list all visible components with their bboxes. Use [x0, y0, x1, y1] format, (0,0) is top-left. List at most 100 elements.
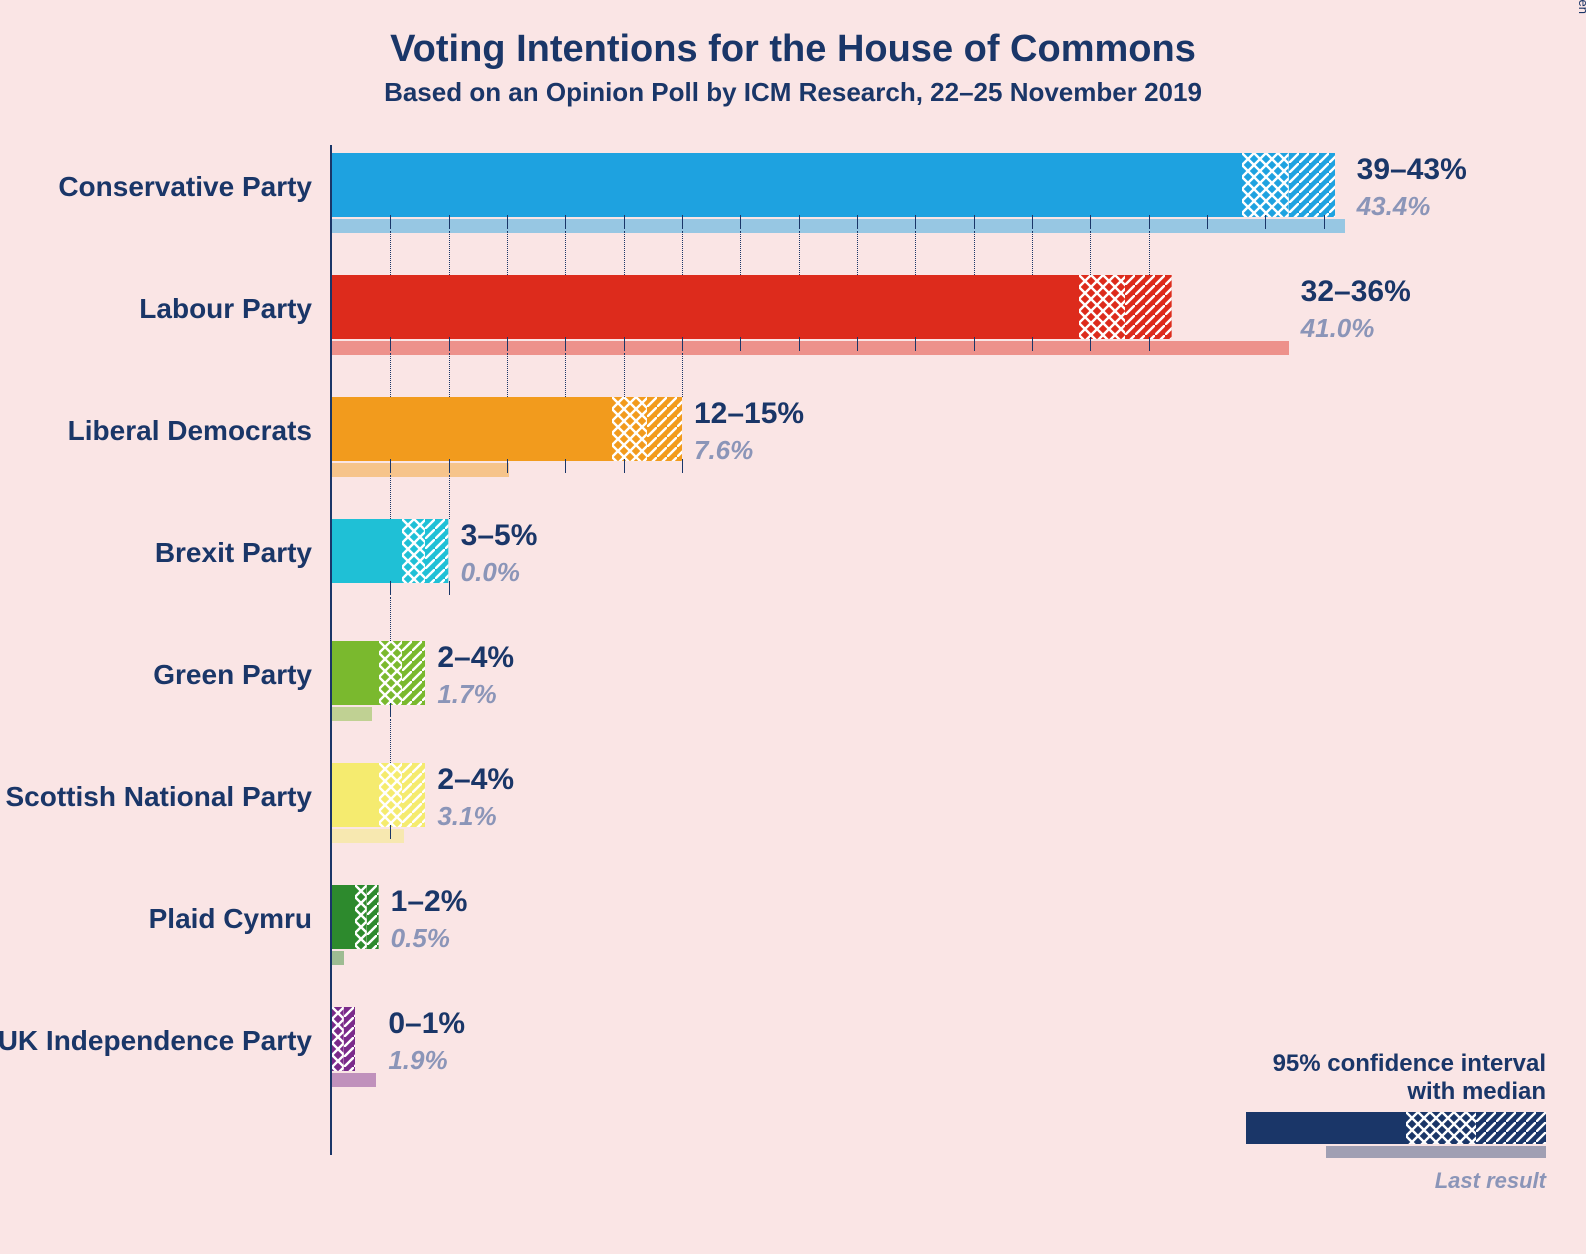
- dotted-guide: [565, 353, 566, 397]
- value-last: 0.5%: [391, 923, 450, 954]
- legend-ci-label-1: 95% confidence interval: [1206, 1050, 1546, 1078]
- chart-area: Conservative Party 39–43% 43.4% Labour P…: [330, 145, 1380, 1165]
- dotted-guide: [740, 231, 741, 275]
- axis-tick: [565, 215, 566, 229]
- axis-tick: [624, 215, 625, 229]
- bar-solid: [332, 397, 612, 461]
- party-label: Scottish National Party: [5, 781, 312, 813]
- axis-tick: [390, 703, 391, 717]
- axis-tick: [624, 459, 625, 473]
- dotted-guide: [682, 353, 683, 397]
- axis-tick: [857, 337, 858, 351]
- bar-ci-diag: [1125, 275, 1172, 339]
- axis-tick: [507, 459, 508, 473]
- axis-tick: [390, 825, 391, 839]
- dotted-guide: [449, 231, 450, 275]
- value-range: 2–4%: [437, 763, 514, 797]
- axis-tick: [1149, 337, 1150, 351]
- value-last: 1.9%: [388, 1045, 447, 1076]
- axis-tick: [449, 215, 450, 229]
- value-range: 39–43%: [1357, 153, 1467, 187]
- bar-ci-cross: [355, 885, 367, 949]
- axis-tick: [390, 337, 391, 351]
- axis-tick: [682, 459, 683, 473]
- axis-tick: [449, 459, 450, 473]
- dotted-guide: [1149, 231, 1150, 275]
- axis-tick: [565, 459, 566, 473]
- party-row: Green Party 2–4% 1.7%: [330, 633, 1380, 755]
- dotted-guide: [565, 231, 566, 275]
- axis-tick: [1149, 215, 1150, 229]
- party-label: Plaid Cymru: [149, 903, 312, 935]
- axis-tick: [565, 337, 566, 351]
- value-range: 1–2%: [391, 885, 468, 919]
- bar-last-result: [332, 829, 404, 843]
- axis-tick: [1265, 215, 1266, 229]
- party-row: Brexit Party 3–5% 0.0%: [330, 511, 1380, 633]
- legend: 95% confidence interval with median Last…: [1206, 1050, 1546, 1194]
- copyright-text: © 2019 Filip van Laenen: [1576, 0, 1586, 14]
- axis-tick: [390, 581, 391, 595]
- legend-ci-label-2: with median: [1206, 1078, 1546, 1106]
- dotted-guide: [449, 475, 450, 519]
- dotted-guide: [915, 231, 916, 275]
- bar-solid: [332, 763, 379, 827]
- value-last: 3.1%: [437, 801, 496, 832]
- axis-tick: [915, 337, 916, 351]
- legend-last-label: Last result: [1206, 1168, 1546, 1194]
- axis-tick: [915, 215, 916, 229]
- party-label: Labour Party: [139, 293, 312, 325]
- axis-tick: [1207, 215, 1208, 229]
- party-row: Conservative Party 39–43% 43.4%: [330, 145, 1380, 267]
- party-label: Liberal Democrats: [68, 415, 312, 447]
- axis-tick: [799, 215, 800, 229]
- dotted-guide: [1032, 231, 1033, 275]
- dotted-guide: [1090, 231, 1091, 275]
- bar-ci-diag: [425, 519, 448, 583]
- bar-ci-cross: [332, 1007, 344, 1071]
- bar-last-result: [332, 463, 509, 477]
- party-row: Liberal Democrats 12–15% 7.6%: [330, 389, 1380, 511]
- axis-tick: [974, 337, 975, 351]
- axis-tick: [974, 215, 975, 229]
- legend-main-bar: [1246, 1112, 1546, 1144]
- party-row: Labour Party 32–36% 41.0%: [330, 267, 1380, 389]
- dotted-guide: [390, 475, 391, 519]
- value-last: 43.4%: [1357, 191, 1431, 222]
- chart-title: Voting Intentions for the House of Commo…: [0, 0, 1586, 71]
- legend-last-bar: [1326, 1146, 1546, 1158]
- axis-tick: [799, 337, 800, 351]
- bar-last-result: [332, 219, 1345, 233]
- dotted-guide: [507, 353, 508, 397]
- bar-ci-cross: [1079, 275, 1126, 339]
- chart-subtitle: Based on an Opinion Poll by ICM Research…: [0, 77, 1586, 108]
- value-range: 32–36%: [1301, 275, 1411, 309]
- bar-ci-diag: [647, 397, 682, 461]
- bar-ci-diag: [367, 885, 379, 949]
- dotted-guide: [974, 231, 975, 275]
- dotted-guide: [682, 231, 683, 275]
- party-label: Conservative Party: [58, 171, 312, 203]
- bar-ci-cross: [379, 641, 402, 705]
- dotted-guide: [624, 353, 625, 397]
- party-row: Plaid Cymru 1–2% 0.5%: [330, 877, 1380, 999]
- bar-solid: [332, 153, 1242, 217]
- dotted-guide: [390, 719, 391, 763]
- value-range: 0–1%: [388, 1007, 465, 1041]
- axis-tick: [390, 215, 391, 229]
- axis-tick: [857, 215, 858, 229]
- dotted-guide: [390, 231, 391, 275]
- party-label: Green Party: [153, 659, 312, 691]
- bar-ci-diag: [402, 641, 425, 705]
- axis-tick: [740, 215, 741, 229]
- dotted-guide: [449, 353, 450, 397]
- bar-ci-cross: [612, 397, 647, 461]
- bar-solid: [332, 275, 1079, 339]
- value-range: 3–5%: [461, 519, 538, 553]
- legend-swatch: [1206, 1112, 1546, 1166]
- dotted-guide: [390, 353, 391, 397]
- axis-tick: [390, 459, 391, 473]
- bar-solid: [332, 519, 402, 583]
- dotted-guide: [799, 231, 800, 275]
- axis-tick: [507, 337, 508, 351]
